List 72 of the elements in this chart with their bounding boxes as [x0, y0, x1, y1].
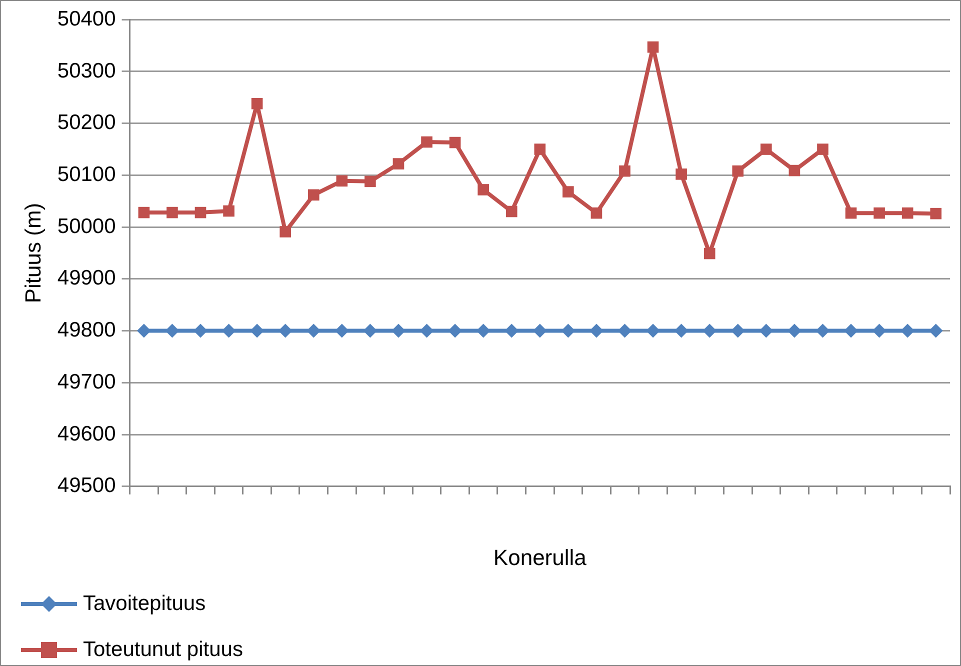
- point: [392, 158, 404, 170]
- point: [874, 207, 885, 219]
- point: [647, 41, 659, 53]
- point: [363, 324, 378, 338]
- point: [138, 206, 150, 218]
- point: [562, 186, 574, 198]
- point: [391, 324, 406, 338]
- point: [928, 324, 943, 338]
- point: [280, 226, 292, 238]
- point: [845, 207, 857, 219]
- point: [788, 164, 800, 176]
- y-tick-label: 49900: [57, 266, 116, 290]
- point: [760, 144, 772, 155]
- point: [787, 324, 802, 338]
- point: [222, 324, 236, 338]
- point: [476, 324, 490, 338]
- y-tick-label: 49500: [57, 474, 116, 498]
- point: [844, 324, 858, 338]
- point: [166, 206, 178, 218]
- point: [449, 136, 461, 148]
- point: [278, 324, 292, 338]
- point: [420, 324, 434, 338]
- point: [504, 324, 519, 338]
- point: [506, 206, 518, 218]
- legend-label: Toteutunut pituus: [83, 638, 243, 662]
- y-tick-label: 50300: [57, 59, 116, 82]
- point: [618, 324, 632, 338]
- point: [646, 324, 660, 338]
- point: [532, 324, 547, 338]
- y-tick-label: 49600: [57, 422, 116, 446]
- point: [619, 165, 630, 177]
- y-tick-label: 50000: [57, 214, 116, 238]
- point: [759, 324, 774, 338]
- point: [534, 144, 546, 155]
- point: [900, 324, 915, 338]
- point: [732, 165, 744, 177]
- point: [251, 98, 263, 110]
- point: [589, 324, 604, 338]
- point: [306, 324, 321, 338]
- point: [816, 324, 830, 338]
- point: [930, 208, 942, 220]
- point: [421, 136, 432, 148]
- y-tick-label: 49700: [57, 370, 116, 394]
- y-tick-label: 49800: [57, 318, 116, 342]
- y-axis-title: Pituus (m): [20, 202, 46, 304]
- point: [561, 324, 576, 338]
- point: [165, 324, 180, 338]
- point: [308, 189, 320, 201]
- point: [194, 206, 206, 218]
- point: [674, 324, 688, 338]
- legend-label: Tavoitepituus: [83, 592, 206, 616]
- point: [136, 324, 151, 338]
- point: [478, 184, 489, 196]
- point: [590, 207, 602, 219]
- point: [730, 324, 745, 338]
- point: [336, 175, 348, 187]
- point: [250, 324, 264, 338]
- point: [817, 144, 828, 155]
- y-tick-label: 50100: [57, 162, 116, 186]
- point: [448, 324, 462, 338]
- point: [364, 176, 376, 188]
- point: [223, 205, 234, 217]
- point: [702, 324, 717, 338]
- point: [872, 324, 886, 338]
- point: [704, 248, 716, 260]
- point: [676, 168, 687, 180]
- point: [902, 207, 914, 219]
- point: [334, 324, 349, 338]
- y-tick-label: 50400: [57, 7, 116, 30]
- point: [194, 324, 208, 338]
- y-tick-label: 50200: [57, 111, 116, 134]
- x-axis-title: Konerulla: [493, 544, 588, 570]
